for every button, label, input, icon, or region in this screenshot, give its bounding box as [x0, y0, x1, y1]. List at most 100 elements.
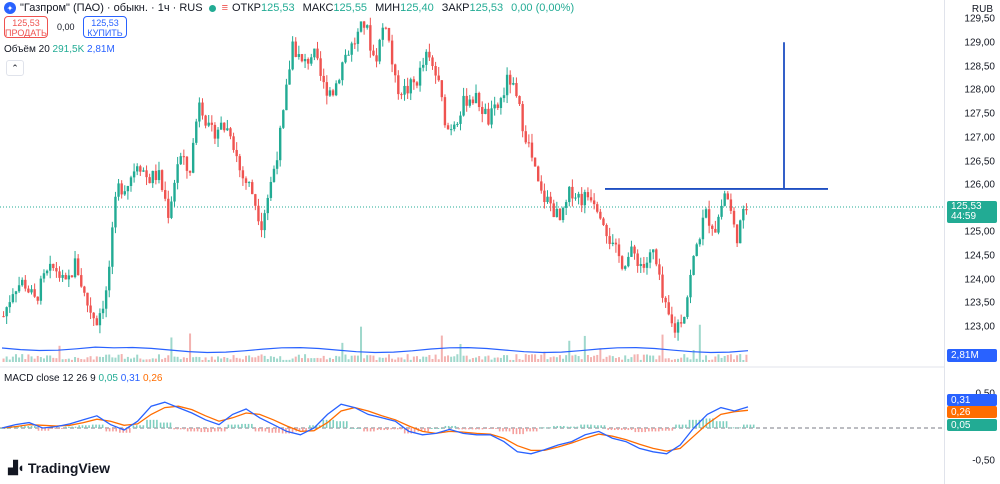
chart-canvas[interactable] — [0, 0, 944, 484]
candle-body — [83, 286, 86, 293]
candle-body — [238, 156, 241, 171]
candle-body — [104, 290, 108, 309]
candle-body — [397, 75, 400, 95]
volume-bar — [502, 355, 505, 362]
macd-hist-bar — [556, 425, 559, 428]
volume-bar — [736, 355, 739, 362]
symbol-title[interactable]: "Газпром" (ПАО) · обыкн. · 1ч · RUS — [20, 2, 203, 14]
candle-body — [39, 278, 43, 301]
candle-body — [732, 210, 736, 225]
macd-legend[interactable]: MACD close 12 26 9 0,05 0,31 0,26 — [4, 373, 162, 384]
candle-body — [509, 74, 512, 85]
candle-body — [356, 31, 360, 44]
volume-bar — [173, 356, 176, 362]
volume-bar — [680, 357, 683, 362]
candle-body — [630, 246, 633, 257]
volume-bar — [260, 354, 263, 362]
volume-bar — [108, 354, 111, 362]
volume-bar — [586, 355, 589, 362]
candle-body — [61, 274, 64, 278]
macd-hist-bar — [132, 425, 135, 428]
macd-hist-bar — [291, 428, 294, 434]
volume-legend[interactable]: Объём 20 291,5K 2,81M — [4, 44, 115, 55]
macd-hist-bar — [461, 428, 464, 430]
candle-body — [425, 51, 428, 65]
candle-body — [266, 197, 269, 214]
candle-body — [160, 170, 164, 191]
volume-bar — [664, 358, 667, 362]
volume-bar — [605, 356, 608, 362]
symbol-legend: ✦ "Газпром" (ПАО) · обыкн. · 1ч · RUS ≡ … — [4, 2, 578, 14]
volume-bar — [515, 354, 518, 362]
candle-body — [586, 192, 590, 198]
macd-hist-bar — [475, 428, 477, 430]
volume-bar — [52, 357, 55, 362]
macd-hist-bar — [142, 425, 145, 428]
candle-body — [403, 85, 406, 95]
candle-body — [219, 122, 223, 130]
macd-hist-bar — [125, 428, 128, 433]
macd-hist-bar — [115, 428, 118, 432]
tradingview-logo[interactable]: ▟◖ TradingView — [8, 460, 110, 476]
price-axis[interactable]: RUB 129,50 129,00 128,50 128,00 127,50 1… — [944, 0, 1000, 484]
candle-body — [198, 102, 201, 122]
macd-hist-bar — [274, 428, 277, 433]
macd-hist-bar — [434, 428, 436, 429]
candle-body — [278, 127, 282, 161]
volume-bar — [58, 345, 61, 362]
volume-bar — [257, 355, 260, 362]
volume-bar — [552, 356, 555, 362]
candle-body — [375, 55, 378, 62]
candle-body — [328, 90, 332, 96]
currency-label[interactable]: RUB — [971, 4, 993, 15]
volume-bar — [294, 356, 297, 362]
candle-body — [611, 242, 614, 245]
volume-bar — [80, 359, 83, 362]
macd-hist-bar — [3, 428, 6, 429]
candle-body — [282, 110, 285, 128]
volume-bar — [493, 357, 496, 362]
candle-body — [692, 255, 695, 275]
macd-hist-bar — [743, 424, 745, 428]
volume-bar — [282, 359, 285, 362]
buy-button[interactable]: 125,53 КУПИТЬ — [83, 16, 127, 38]
macd-hist-bar — [440, 428, 443, 429]
sell-button[interactable]: 125,53 ПРОДАТЬ — [4, 16, 48, 38]
volume-bar — [185, 357, 188, 362]
candle-body — [344, 54, 347, 63]
candle-body — [549, 196, 552, 204]
macd-hist-bar — [339, 421, 341, 428]
candle-body — [176, 164, 179, 183]
volume-bar — [431, 358, 434, 362]
macd-hist-bar — [146, 419, 148, 428]
macd-hist-bar — [20, 425, 23, 428]
volume-bar — [285, 359, 288, 362]
volume-bar — [269, 356, 272, 362]
volume-bar — [332, 358, 335, 362]
macd-hist-bar — [522, 428, 524, 435]
candle-body — [123, 191, 126, 195]
candle-body — [263, 213, 266, 231]
candle-body — [108, 266, 111, 291]
axis-tick: 125,00 — [964, 226, 995, 238]
macd-hist-bar — [261, 428, 263, 432]
volume-bar — [530, 354, 533, 362]
volume-bar — [232, 355, 235, 362]
volume-bar — [344, 354, 347, 362]
macd-hist-bar — [336, 421, 338, 428]
macd-hist-bar — [437, 428, 440, 429]
collapse-chevron-icon[interactable]: ⌃ — [6, 60, 24, 76]
macd-hist-bar — [183, 428, 185, 430]
chart-area[interactable]: ✦ "Газпром" (ПАО) · обыкн. · 1ч · RUS ≡ … — [0, 0, 944, 484]
macd-hist-bar — [451, 425, 453, 428]
macd-hist-bar — [563, 425, 565, 428]
volume-bar — [624, 355, 627, 362]
volume-bar — [129, 358, 132, 362]
candle-body — [21, 279, 24, 286]
macd-hist-bar — [654, 428, 657, 432]
volume-bar — [369, 355, 372, 362]
macd-hist-bar — [91, 424, 94, 428]
candle-body — [679, 322, 683, 324]
volume-bar — [478, 356, 481, 362]
macd-hist-bar — [241, 423, 243, 428]
